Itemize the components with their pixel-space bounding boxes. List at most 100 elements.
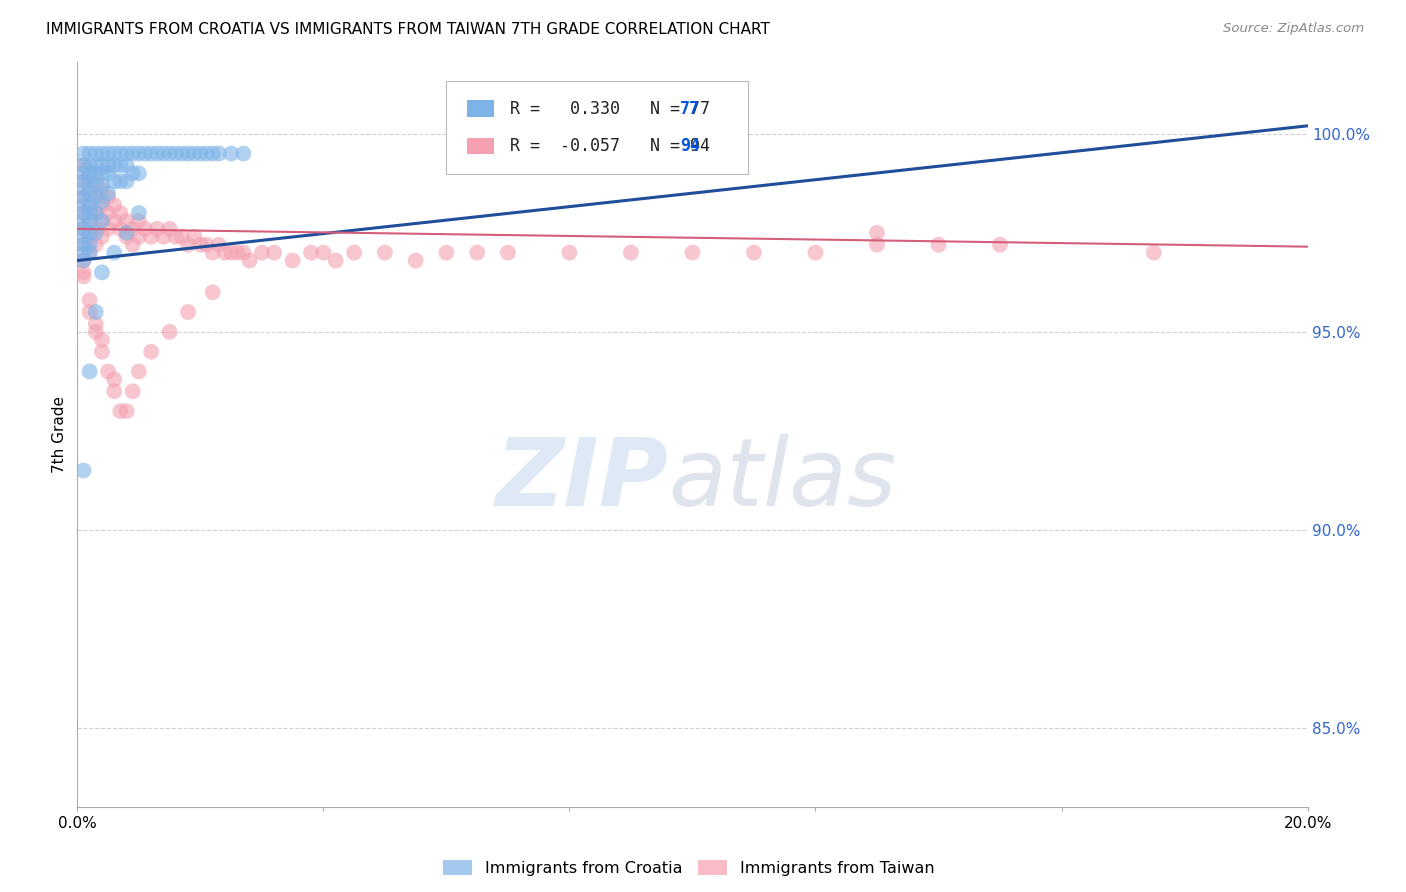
Point — [84, 206, 107, 220]
Point — [299, 245, 322, 260]
Point — [1143, 245, 1166, 260]
Point — [558, 245, 581, 260]
Point — [177, 237, 200, 252]
Point — [159, 146, 181, 161]
Point — [183, 146, 205, 161]
Point — [115, 146, 138, 161]
Point — [90, 178, 114, 193]
Point — [72, 206, 94, 220]
Point — [152, 146, 174, 161]
Point — [405, 253, 427, 268]
Point — [121, 146, 143, 161]
Point — [90, 214, 114, 228]
Point — [183, 229, 205, 244]
Point — [177, 305, 200, 319]
Point — [128, 364, 150, 378]
Point — [84, 226, 107, 240]
Point — [84, 206, 107, 220]
Point — [110, 158, 132, 172]
Point — [170, 146, 193, 161]
Point — [72, 182, 94, 196]
Point — [866, 226, 889, 240]
Point — [115, 214, 138, 228]
Point — [79, 182, 101, 196]
Point — [103, 384, 125, 399]
Point — [84, 158, 107, 172]
Point — [115, 226, 138, 240]
Text: 94: 94 — [681, 136, 700, 155]
Point — [141, 146, 163, 161]
Text: 77: 77 — [681, 100, 700, 118]
Point — [436, 245, 458, 260]
Point — [103, 214, 125, 228]
Point — [79, 146, 101, 161]
Point — [121, 166, 143, 180]
Point — [72, 222, 94, 236]
Point — [281, 253, 304, 268]
Point — [195, 146, 218, 161]
Point — [72, 198, 94, 212]
Point — [90, 344, 114, 359]
Point — [97, 364, 120, 378]
Point — [250, 245, 273, 260]
FancyBboxPatch shape — [467, 101, 495, 117]
Text: Source: ZipAtlas.com: Source: ZipAtlas.com — [1223, 22, 1364, 36]
Point — [343, 245, 366, 260]
FancyBboxPatch shape — [467, 137, 495, 154]
Point — [219, 146, 242, 161]
Point — [928, 237, 950, 252]
Point — [84, 174, 107, 188]
Legend: Immigrants from Croatia, Immigrants from Taiwan: Immigrants from Croatia, Immigrants from… — [437, 854, 941, 882]
Point — [72, 269, 94, 284]
Point — [79, 214, 101, 228]
Point — [128, 146, 150, 161]
Point — [208, 146, 231, 161]
Point — [72, 265, 94, 279]
Point — [72, 253, 94, 268]
Point — [79, 166, 101, 180]
Point — [115, 174, 138, 188]
Point — [79, 206, 101, 220]
Point — [79, 245, 101, 260]
Text: R =   0.330   N = 77: R = 0.330 N = 77 — [510, 100, 710, 118]
Point — [465, 245, 488, 260]
Point — [128, 166, 150, 180]
Point — [72, 206, 94, 220]
Text: IMMIGRANTS FROM CROATIA VS IMMIGRANTS FROM TAIWAN 7TH GRADE CORRELATION CHART: IMMIGRANTS FROM CROATIA VS IMMIGRANTS FR… — [46, 22, 770, 37]
Point — [84, 317, 107, 331]
Point — [97, 166, 120, 180]
Point — [72, 158, 94, 172]
Point — [374, 245, 396, 260]
Point — [79, 305, 101, 319]
Point — [110, 146, 132, 161]
Point — [177, 146, 200, 161]
Point — [121, 222, 143, 236]
Point — [84, 178, 107, 193]
Point — [103, 372, 125, 386]
Point — [195, 237, 218, 252]
Point — [84, 325, 107, 339]
Point — [325, 253, 347, 268]
Point — [90, 333, 114, 347]
Point — [188, 237, 212, 252]
Point — [84, 146, 107, 161]
Point — [90, 214, 114, 228]
Point — [159, 222, 181, 236]
Text: ZIP: ZIP — [495, 434, 668, 525]
Point — [239, 253, 262, 268]
Point — [103, 146, 125, 161]
Point — [103, 245, 125, 260]
Point — [90, 265, 114, 279]
Point — [103, 158, 125, 172]
Point — [232, 146, 254, 161]
Point — [84, 166, 107, 180]
Point — [72, 174, 94, 188]
Point — [84, 190, 107, 204]
Point — [97, 222, 120, 236]
Point — [110, 174, 132, 188]
Point — [128, 206, 150, 220]
Point — [90, 194, 114, 208]
Point — [72, 463, 94, 477]
Point — [159, 325, 181, 339]
Point — [226, 245, 249, 260]
